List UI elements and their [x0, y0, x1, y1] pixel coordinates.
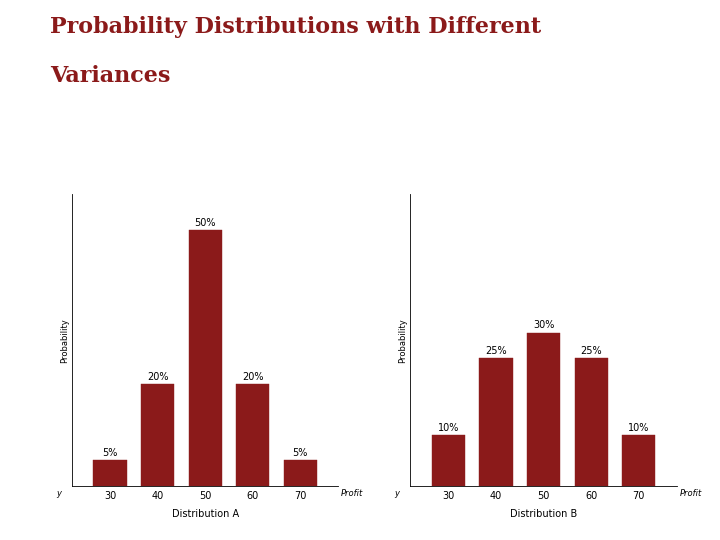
- Text: 10%: 10%: [438, 423, 459, 433]
- Bar: [622, 435, 655, 486]
- Text: Probability Distributions with Different: Probability Distributions with Different: [50, 16, 541, 38]
- Text: 5%: 5%: [102, 448, 118, 458]
- Text: Profit: Profit: [680, 489, 702, 498]
- Text: 25%: 25%: [580, 346, 602, 356]
- Bar: [236, 384, 269, 486]
- X-axis label: Distribution B: Distribution B: [510, 509, 577, 519]
- Bar: [480, 358, 513, 486]
- Text: y: y: [395, 489, 400, 498]
- Bar: [189, 230, 222, 486]
- Text: 30%: 30%: [533, 320, 554, 330]
- Bar: [284, 461, 317, 486]
- Bar: [94, 461, 127, 486]
- X-axis label: Distribution A: Distribution A: [171, 509, 239, 519]
- Text: 20%: 20%: [147, 372, 168, 382]
- Text: 25%: 25%: [485, 346, 507, 356]
- Bar: [141, 384, 174, 486]
- Text: Profit: Profit: [341, 489, 364, 498]
- Y-axis label: Probability: Probability: [60, 318, 69, 362]
- Text: 5%: 5%: [292, 448, 308, 458]
- Text: y: y: [56, 489, 61, 498]
- Bar: [432, 435, 465, 486]
- Bar: [527, 333, 560, 486]
- Text: Variances: Variances: [50, 65, 171, 87]
- Bar: [575, 358, 608, 486]
- Y-axis label: Probability: Probability: [399, 318, 408, 362]
- Text: 10%: 10%: [628, 423, 649, 433]
- Text: 50%: 50%: [194, 218, 216, 228]
- Text: 20%: 20%: [242, 372, 264, 382]
